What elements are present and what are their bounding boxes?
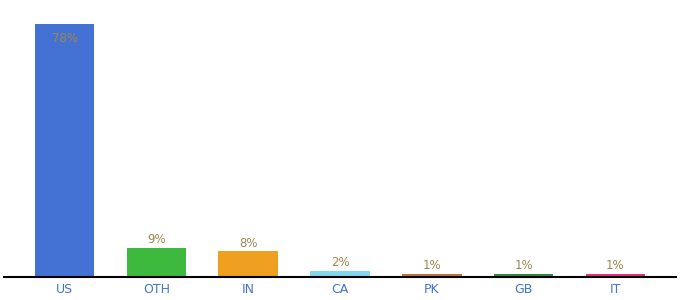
Text: 1%: 1% xyxy=(606,260,625,272)
Text: 1%: 1% xyxy=(422,260,441,272)
Text: 2%: 2% xyxy=(330,256,350,269)
Bar xyxy=(218,251,278,277)
Bar xyxy=(402,274,462,277)
Bar xyxy=(310,271,370,277)
Bar xyxy=(585,274,645,277)
Text: 1%: 1% xyxy=(514,260,533,272)
Bar xyxy=(126,248,186,277)
Text: 9%: 9% xyxy=(147,233,166,246)
Bar xyxy=(494,274,554,277)
Bar xyxy=(35,24,95,277)
Text: 78%: 78% xyxy=(52,32,78,45)
Text: 8%: 8% xyxy=(239,237,258,250)
